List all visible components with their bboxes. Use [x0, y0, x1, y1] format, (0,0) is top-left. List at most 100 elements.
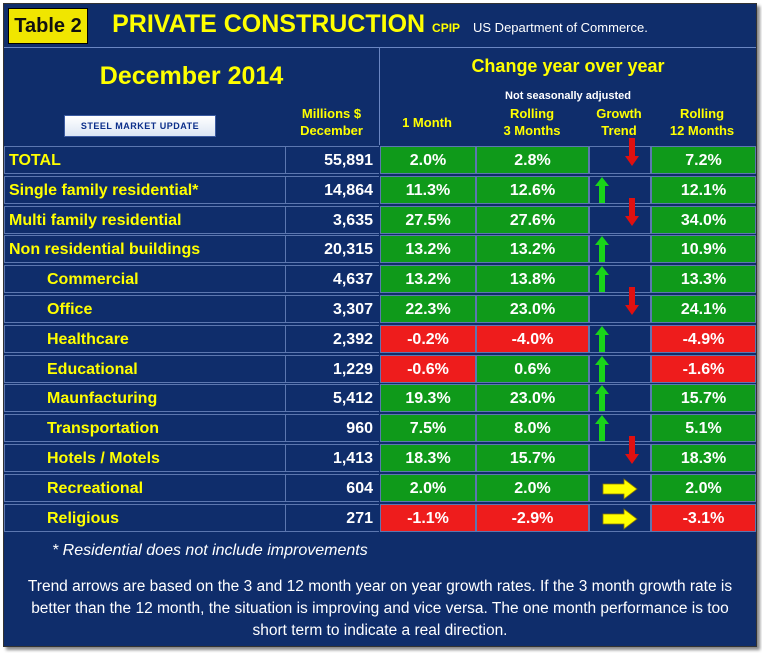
table-row: Transportation 960 7.5% 8.0% 5.1%: [4, 414, 756, 443]
table-row: TOTAL 55,891 2.0% 2.8% 7.2%: [4, 138, 756, 174]
row-label: Transportation: [4, 414, 286, 443]
rolling-12-value: 5.1%: [651, 414, 756, 443]
rolling-3-value: -2.9%: [476, 503, 589, 532]
one-month-value: -0.6%: [380, 354, 476, 383]
column-header-millions: Millions $ December: [300, 106, 363, 138]
trend-up-icon: [595, 176, 609, 203]
change-header: Change year over year: [471, 56, 665, 76]
row-label: Recreational: [4, 473, 286, 502]
steel-market-update-logo: STEEL MARKET UPDATE: [64, 115, 216, 137]
trend-down-icon: [625, 138, 639, 166]
explanation-text: Trend arrows are based on the 3 and 12 m…: [27, 578, 733, 639]
row-label: Non residential buildings: [4, 235, 286, 264]
millions-value: 960: [286, 414, 379, 443]
rolling-3-value: 2.0%: [476, 473, 589, 502]
table-label: Table 2: [8, 8, 88, 44]
rolling-12-value: 10.9%: [651, 235, 756, 264]
one-month-value: 13.2%: [380, 235, 476, 264]
row-label: Educational: [4, 354, 286, 383]
row-label: TOTAL: [4, 146, 286, 174]
rolling-12-value: 18.3%: [651, 444, 756, 472]
column-header-rolling-12: Rolling 12 Months: [669, 106, 735, 138]
growth-trend-cell: [589, 235, 651, 264]
rolling-3-value: -4.0%: [476, 324, 589, 353]
table-row: Maunfacturing 5,412 19.3% 23.0% 15.7%: [4, 384, 756, 413]
rolling-12-value: 34.0%: [651, 205, 756, 234]
millions-value: 1,413: [286, 444, 379, 472]
growth-trend-cell: [589, 197, 651, 234]
growth-trend-cell: [589, 384, 651, 413]
millions-value: 14,864: [286, 175, 379, 204]
one-month-value: 13.2%: [380, 265, 476, 294]
column-header-growth-trend: Growth Trend: [596, 106, 642, 138]
trend-down-icon: [625, 197, 639, 226]
millions-value: 604: [286, 473, 379, 502]
growth-trend-cell: [589, 287, 651, 323]
rolling-12-value: -1.6%: [651, 354, 756, 383]
table-row: Educational 1,229 -0.6% 0.6% -1.6%: [4, 354, 756, 383]
one-month-value: 22.3%: [380, 295, 476, 323]
trend-up-icon: [595, 236, 609, 263]
one-month-value: 19.3%: [380, 384, 476, 413]
rolling-3-value: 13.8%: [476, 265, 589, 294]
trend-flat-icon: [602, 477, 638, 500]
rolling-12-value: 2.0%: [651, 473, 756, 502]
trend-down-icon: [625, 436, 639, 464]
row-label: Office: [4, 295, 286, 323]
rolling-12-value: 13.3%: [651, 265, 756, 294]
rolling-12-value: 12.1%: [651, 175, 756, 204]
rolling-3-value: 23.0%: [476, 295, 589, 323]
table-row: Religious 271 -1.1% -2.9% -3.1%: [4, 503, 756, 532]
table-row: Recreational 604 2.0% 2.0% 2.0%: [4, 473, 756, 502]
column-header-one-month: 1 Month: [402, 115, 452, 130]
trend-down-icon: [625, 287, 639, 315]
one-month-value: 2.0%: [380, 146, 476, 174]
millions-value: 4,637: [286, 265, 379, 294]
divider: [379, 48, 380, 145]
department-source: US Department of Commerce.: [473, 20, 648, 35]
row-label: Religious: [4, 503, 286, 532]
growth-trend-cell: [589, 473, 651, 502]
rolling-3-value: 27.6%: [476, 205, 589, 234]
growth-trend-cell: [589, 138, 651, 174]
rolling-3-value: 0.6%: [476, 354, 589, 383]
growth-trend-cell: [589, 175, 651, 204]
growth-trend-cell: [589, 265, 651, 294]
rolling-3-value: 13.2%: [476, 235, 589, 264]
table-row: Non residential buildings 20,315 13.2% 13.2…: [4, 235, 756, 264]
rolling-3-value: 12.6%: [476, 175, 589, 204]
rolling-3-value: 8.0%: [476, 414, 589, 443]
row-label: Single family residential*: [4, 175, 286, 204]
row-label: Commercial: [4, 265, 286, 294]
column-header-rolling-3: Rolling 3 Months: [503, 106, 561, 138]
title-sub: CPIP: [432, 21, 461, 35]
growth-trend-cell: [589, 354, 651, 383]
one-month-value: -1.1%: [380, 503, 476, 532]
adjust-note: Not seasonally adjusted: [505, 90, 631, 102]
report-panel: Table 2 PRIVATE CONSTRUCTION CPIP US Dep…: [3, 3, 757, 647]
one-month-value: 18.3%: [380, 444, 476, 472]
millions-value: 1,229: [286, 354, 379, 383]
trend-up-icon: [595, 266, 609, 293]
table-row: Hotels / Motels 1,413 18.3% 15.7% 18.3%: [4, 436, 756, 472]
row-label: Multi family residential: [4, 205, 286, 234]
period-heading: December 2014: [99, 62, 284, 90]
table-row: Office 3,307 22.3% 23.0% 24.1%: [4, 287, 756, 323]
growth-trend-cell: [589, 436, 651, 472]
title-main: PRIVATE CONSTRUCTION: [112, 10, 426, 38]
millions-value: 5,412: [286, 384, 379, 413]
rolling-3-value: 2.8%: [476, 146, 589, 174]
rolling-3-value: 15.7%: [476, 444, 589, 472]
table-row: Single family residential* 14,864 11.3% 12.…: [4, 175, 756, 204]
rolling-12-value: 7.2%: [651, 146, 756, 174]
rolling-12-value: -3.1%: [651, 503, 756, 532]
page-title: PRIVATE CONSTRUCTION CPIP US Department …: [4, 10, 756, 39]
trend-up-icon: [595, 385, 609, 412]
row-label: Maunfacturing: [4, 384, 286, 413]
table-row: Multi family residential 3,635 27.5% 27.6% 3…: [4, 197, 756, 234]
footnote: * Residential does not include improveme…: [52, 542, 368, 559]
trend-up-icon: [595, 415, 609, 442]
rolling-3-value: 23.0%: [476, 384, 589, 413]
row-label: Healthcare: [4, 324, 286, 353]
row-label: Hotels / Motels: [4, 444, 286, 472]
